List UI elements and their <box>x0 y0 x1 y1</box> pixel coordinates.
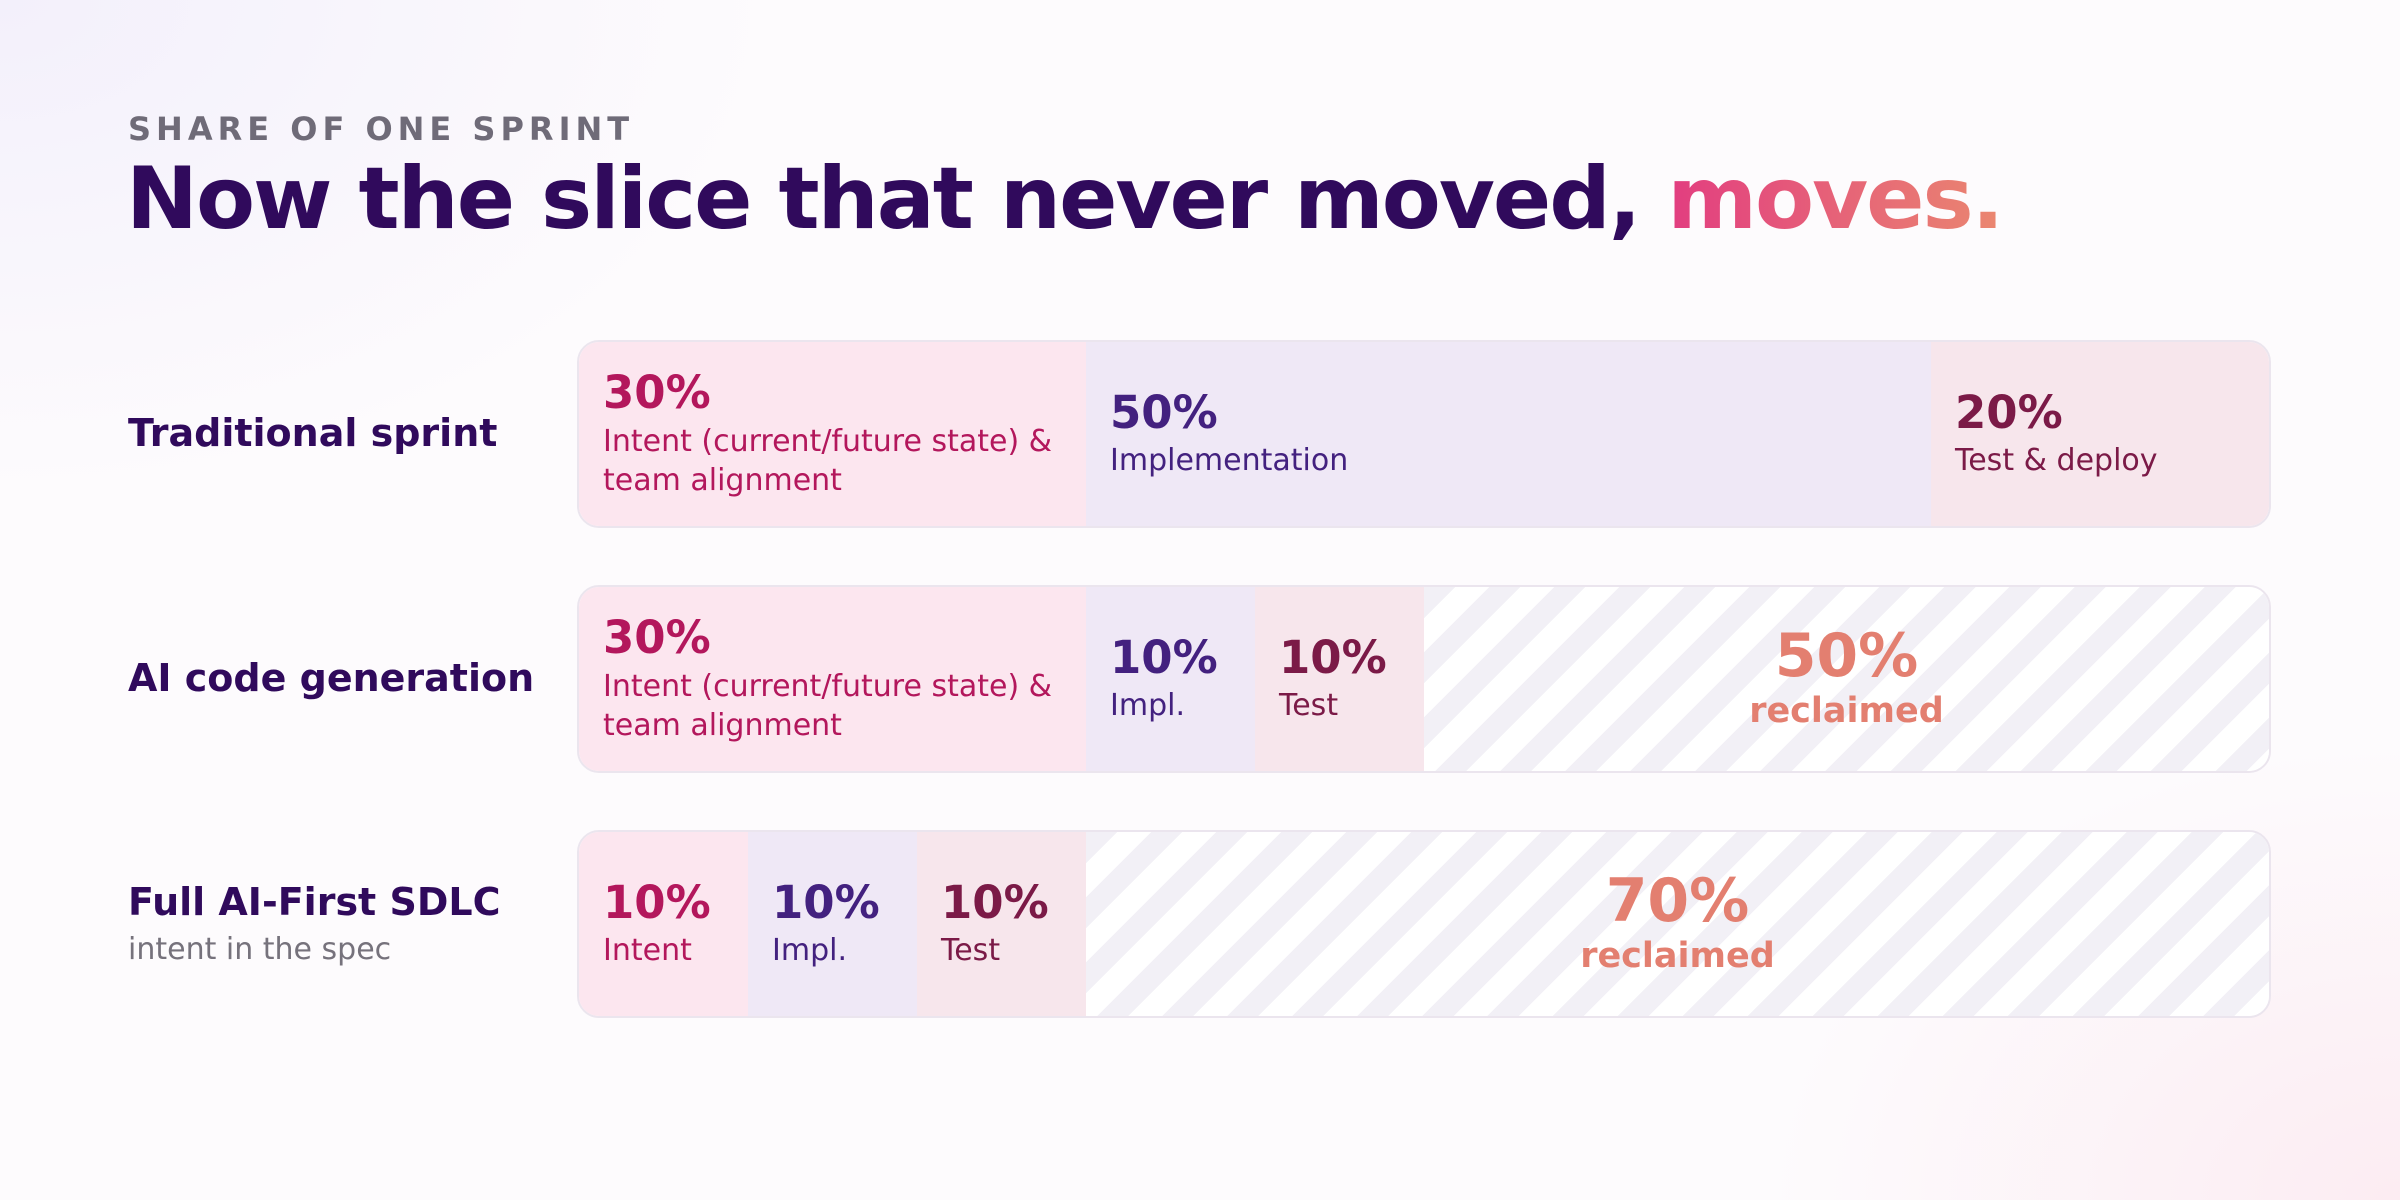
segment-test: 10% Test <box>917 832 1086 1016</box>
segment-impl: 10% Impl. <box>748 832 917 1016</box>
segment-test: 10% Test <box>1255 587 1424 771</box>
segment-label: Test <box>1279 688 1339 724</box>
bar-row: 30% Intent (current/future state) & team … <box>577 340 2271 528</box>
segment-label: Implementation <box>1110 443 1349 479</box>
segment-value: 10% <box>941 875 1049 929</box>
segment-reclaimed: 70% reclaimed <box>1086 832 2269 1016</box>
row-label: Full AI-First SDLC intent in the spec <box>128 880 548 967</box>
title-main: Now the slice that never moved, <box>126 149 1668 249</box>
segment-value: 10% <box>772 875 880 929</box>
segment-value: 30% <box>603 366 711 420</box>
bar-row: 30% Intent (current/future state) & team … <box>577 585 2271 773</box>
row-label: AI code generation <box>128 656 548 702</box>
segment-value: 10% <box>603 875 711 929</box>
segment-label: Intent <box>603 933 692 969</box>
segment-label: reclaimed <box>1580 936 1775 977</box>
segment-label: Impl. <box>1110 688 1185 724</box>
segment-label: Intent (current/future state) & team ali… <box>603 423 1053 498</box>
segment-value: 20% <box>1955 385 2063 439</box>
segment-impl: 50% Implementation <box>1086 342 1931 526</box>
segment-impl: 10% Impl. <box>1086 587 1255 771</box>
title-accent: moves. <box>1667 149 2004 249</box>
row-label-sub: intent in the spec <box>128 931 392 967</box>
segment-value: 50% <box>1110 385 1218 439</box>
segment-reclaimed: 50% reclaimed <box>1424 587 2269 771</box>
row-label-main: Full AI-First SDLC <box>128 880 501 924</box>
segment-test: 20% Test & deploy <box>1931 342 2269 526</box>
bar-row: 10% Intent 10% Impl. 10% Test 70% reclaimed <box>577 830 2271 1018</box>
segment-value: 50% <box>1774 621 1919 692</box>
row-label-main: AI code generation <box>128 656 535 700</box>
segment-intent: 30% Intent (current/future state) & team … <box>579 342 1086 526</box>
segment-label: Test & deploy <box>1955 443 2158 479</box>
segment-value: 30% <box>603 611 711 665</box>
eyebrow-label: SHARE OF ONE SPRINT <box>128 110 635 148</box>
segment-value: 10% <box>1279 630 1387 684</box>
segment-value: 70% <box>1605 866 1750 937</box>
page-title: Now the slice that never moved, moves. <box>126 149 2004 249</box>
segment-label: Impl. <box>772 933 847 969</box>
segment-value: 10% <box>1110 630 1218 684</box>
segment-label: reclaimed <box>1749 691 1944 732</box>
segment-intent: 10% Intent <box>579 832 748 1016</box>
segment-label: Test <box>941 933 1001 969</box>
segment-label: Intent (current/future state) & team ali… <box>603 668 1053 743</box>
segment-intent: 30% Intent (current/future state) & team … <box>579 587 1086 771</box>
row-label-main: Traditional sprint <box>128 411 498 455</box>
row-label: Traditional sprint <box>128 411 548 457</box>
